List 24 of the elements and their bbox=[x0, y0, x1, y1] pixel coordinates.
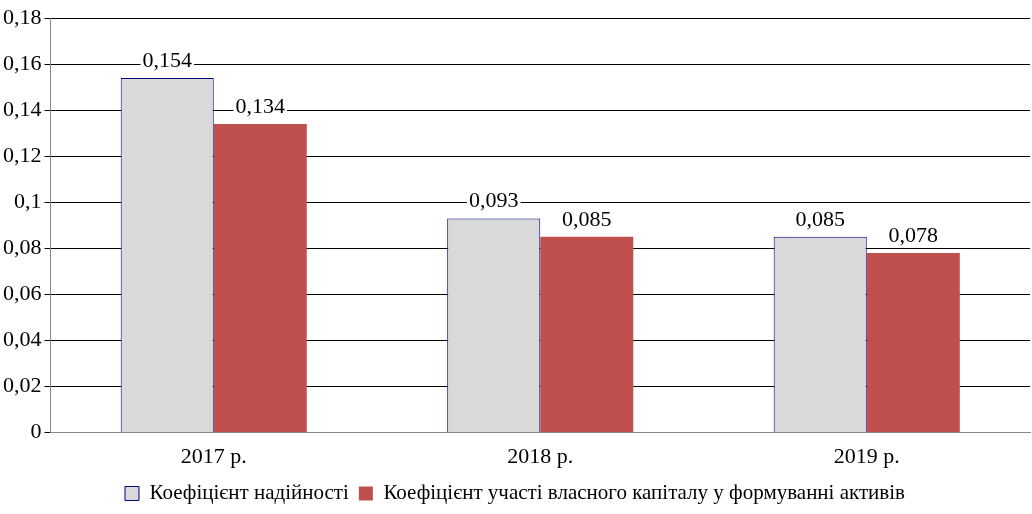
data-label: 0,085 bbox=[795, 205, 845, 231]
y-tick-label: 0,14 bbox=[3, 95, 42, 121]
x-tick-label: 2019 р. bbox=[833, 442, 900, 468]
data-label: 0,134 bbox=[235, 92, 286, 118]
bar bbox=[540, 236, 634, 433]
data-label: 0,154 bbox=[142, 46, 192, 72]
y-tick-label: 0 bbox=[30, 418, 42, 444]
y-tick-label: 0,16 bbox=[3, 49, 42, 75]
y-tick-label: 0,08 bbox=[3, 234, 42, 260]
bar bbox=[213, 123, 307, 433]
data-label: 0,093 bbox=[468, 187, 519, 213]
y-tick-label: 0,12 bbox=[3, 141, 42, 167]
x-tick-label: 2017 р. bbox=[180, 442, 247, 468]
data-label: 0,078 bbox=[888, 221, 939, 247]
legend-label: Коефіцієнт участі власного капіталу у формуванні активів bbox=[383, 480, 906, 505]
y-tick-label: 0,18 bbox=[3, 3, 42, 29]
x-tick-label: 2018 р. bbox=[507, 442, 574, 468]
y-tick-label: 0,02 bbox=[3, 372, 42, 398]
data-label: 0,085 bbox=[562, 205, 612, 231]
y-tick-label: 0,04 bbox=[3, 326, 42, 352]
bar bbox=[866, 252, 960, 433]
legend-label: Коефіцієнт надійності bbox=[149, 480, 350, 505]
y-tick-label: 0,1 bbox=[14, 188, 42, 214]
y-tick-label: 0,06 bbox=[3, 280, 42, 306]
